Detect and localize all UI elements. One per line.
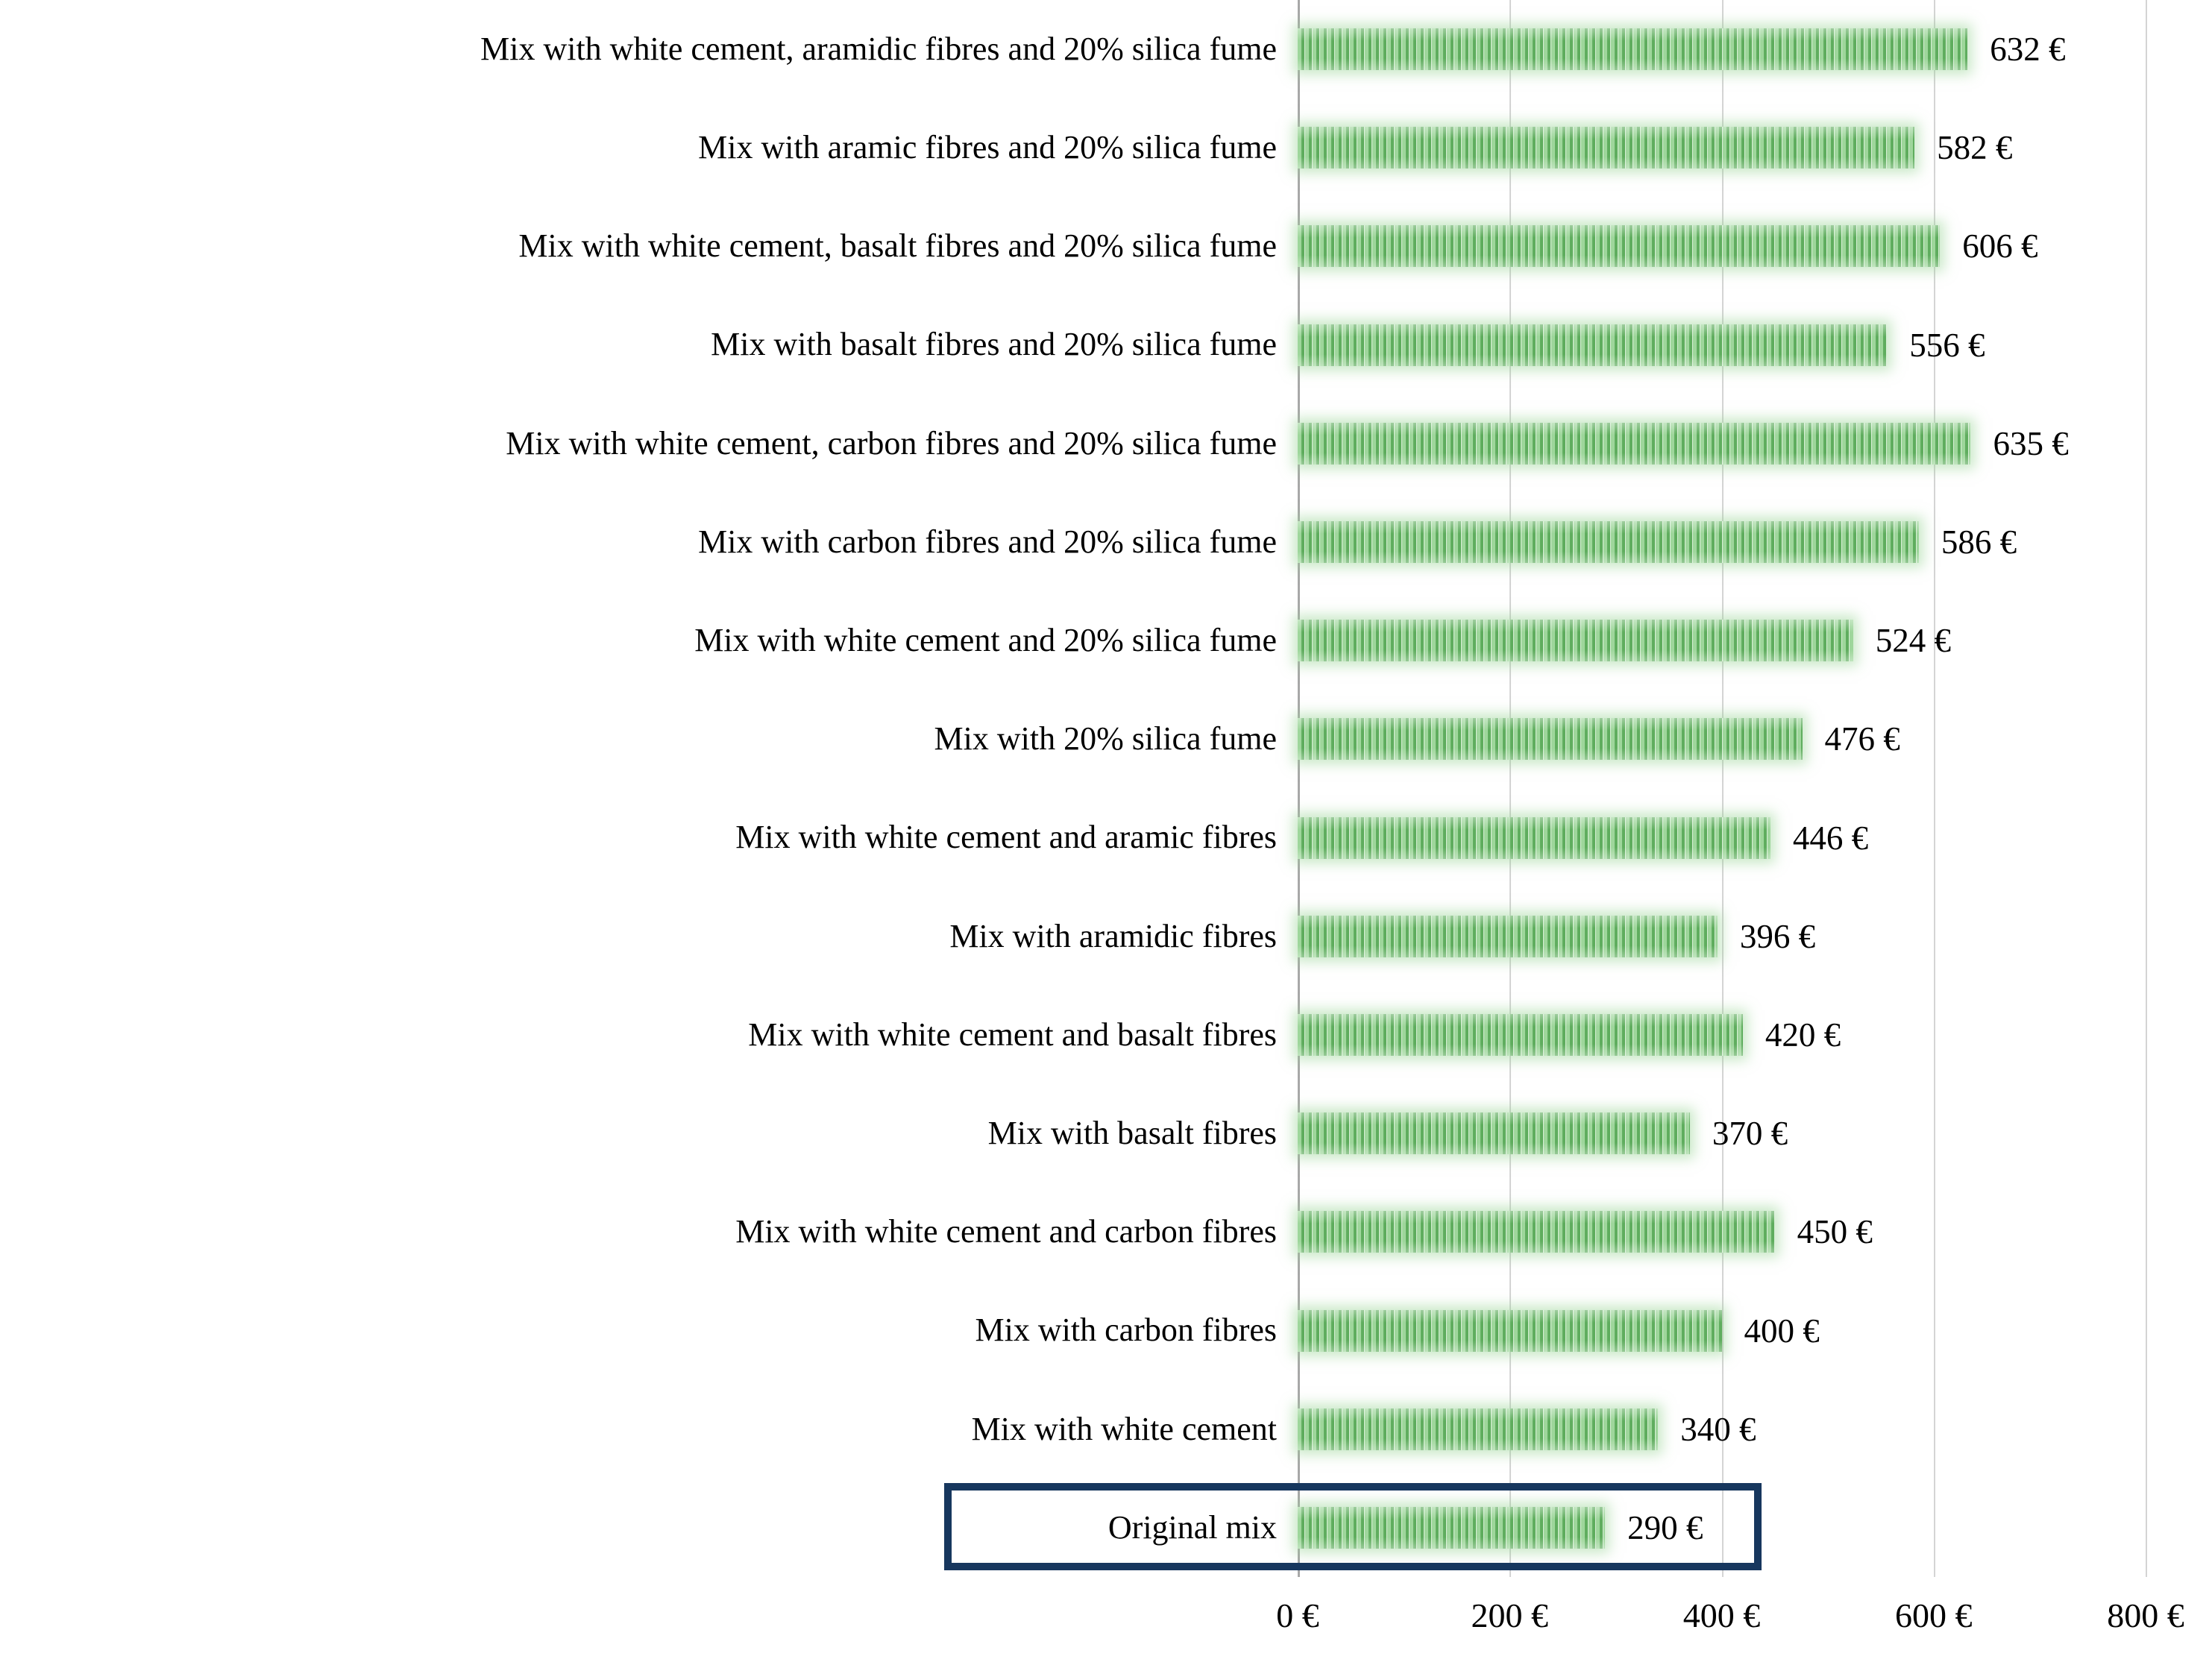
table-row: Mix with white cement and basalt fibres … [0, 986, 2212, 1084]
bar [1298, 127, 1915, 169]
table-row: Mix with basalt fibres and 20% silica fu… [0, 296, 2212, 394]
bar [1298, 324, 1888, 366]
bar [1298, 718, 1803, 761]
category-label: Mix with carbon fibres [975, 1312, 1277, 1349]
bar [1298, 915, 1718, 957]
table-row: Mix with carbon fibres 400 € [0, 1281, 2212, 1379]
category-label: Mix with white cement, carbon fibres and… [506, 424, 1277, 462]
category-label: Mix with white cement and 20% silica fum… [694, 622, 1277, 659]
value-label: 370 € [1712, 1115, 1788, 1153]
category-label: Mix with carbon fibres and 20% silica fu… [698, 523, 1277, 560]
bar [1298, 1408, 1659, 1450]
table-row: Mix with white cement, aramidic fibres a… [0, 0, 2212, 98]
value-label: 340 € [1680, 1410, 1756, 1448]
value-label: 476 € [1824, 720, 1900, 758]
table-row: Mix with white cement, carbon fibres and… [0, 394, 2212, 493]
table-row: Mix with white cement and aramic fibres … [0, 789, 2212, 887]
x-axis: 0 € 200 € 400 € 600 € 800 € [0, 1596, 2212, 1655]
table-row: Mix with white cement, basalt fibres and… [0, 197, 2212, 295]
value-label: 635 € [1993, 424, 2069, 462]
bar [1298, 1211, 1775, 1253]
table-row: Mix with white cement 340 € [0, 1380, 2212, 1479]
zero-axis-line [1298, 0, 1300, 1577]
original-mix-highlight-box [944, 1483, 1762, 1570]
category-label: Mix with 20% silica fume [934, 720, 1278, 758]
category-label: Mix with white cement and basalt fibres [748, 1016, 1277, 1053]
table-row: Mix with white cement and 20% silica fum… [0, 591, 2212, 690]
category-label: Mix with aramidic fibres [949, 917, 1277, 954]
gridline [2146, 0, 2147, 1577]
value-label: 606 € [1962, 227, 2038, 265]
category-label: Mix with white cement [971, 1410, 1277, 1447]
bar [1298, 422, 1971, 465]
value-label: 290 € [1627, 1508, 1703, 1546]
category-label: Mix with white cement, basalt fibres and… [518, 227, 1277, 265]
x-tick-label: 800 € [2107, 1596, 2184, 1634]
table-row: Mix with 20% silica fume 476 € [0, 690, 2212, 788]
value-label: 420 € [1765, 1016, 1841, 1054]
value-label: 632 € [1990, 31, 2066, 69]
bar [1298, 620, 1853, 662]
table-row: Mix with aramic fibres and 20% silica fu… [0, 98, 2212, 197]
value-label: 450 € [1797, 1213, 1873, 1251]
value-label: 586 € [1941, 523, 2017, 561]
bar [1298, 1506, 1606, 1549]
bar [1298, 1112, 1690, 1155]
gridline [1721, 0, 1724, 1577]
gridline [1509, 0, 1512, 1577]
category-label: Mix with basalt fibres [987, 1114, 1277, 1151]
bar [1298, 521, 1919, 564]
category-label: Mix with white cement and carbon fibres [735, 1213, 1277, 1250]
category-label: Mix with white cement and aramic fibres [735, 819, 1277, 856]
category-label: Mix with basalt fibres and 20% silica fu… [711, 326, 1277, 363]
value-label: 400 € [1744, 1312, 1820, 1350]
table-row: Mix with carbon fibres and 20% silica fu… [0, 493, 2212, 591]
bar [1298, 225, 1941, 268]
table-row: Original mix 290 € [0, 1479, 2212, 1577]
value-label: 524 € [1875, 622, 1951, 660]
x-tick-label: 200 € [1471, 1596, 1549, 1634]
table-row: Mix with white cement and carbon fibres … [0, 1183, 2212, 1281]
category-label: Mix with white cement, aramidic fibres a… [480, 30, 1277, 67]
category-label: Original mix [1107, 1508, 1277, 1546]
x-tick-label: 600 € [1895, 1596, 1973, 1634]
bar [1298, 1013, 1743, 1056]
x-tick-label: 400 € [1682, 1596, 1761, 1634]
category-label: Mix with aramic fibres and 20% silica fu… [698, 129, 1277, 166]
value-label: 446 € [1792, 819, 1869, 857]
value-label: 556 € [1909, 326, 1985, 364]
bar [1298, 816, 1770, 859]
bar [1298, 28, 1968, 71]
bar [1298, 1309, 1722, 1352]
value-label: 582 € [1937, 129, 2013, 167]
gridline [1933, 0, 1935, 1577]
bar-rows: Mix with white cement, aramidic fibres a… [0, 0, 2212, 1577]
table-row: Mix with basalt fibres 370 € [0, 1084, 2212, 1183]
table-row: Mix with aramidic fibres 396 € [0, 887, 2212, 986]
x-tick-label: 0 € [1276, 1596, 1319, 1634]
value-label: 396 € [1739, 917, 1816, 955]
